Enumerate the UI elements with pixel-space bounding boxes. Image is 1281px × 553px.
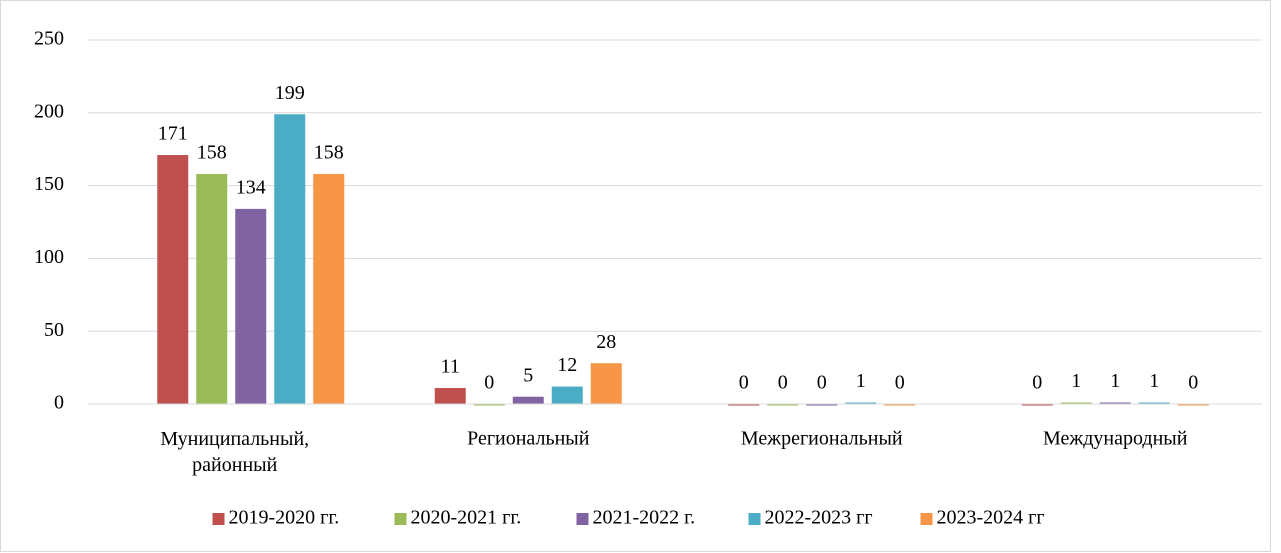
bar <box>1138 402 1170 405</box>
data-label: 0 <box>895 372 905 394</box>
data-label: 1 <box>1071 370 1081 392</box>
x-tick-label: Межрегиональный <box>741 428 903 450</box>
bar <box>551 386 583 404</box>
bar <box>767 404 799 406</box>
data-label: 0 <box>739 372 749 394</box>
data-label: 5 <box>523 364 533 386</box>
x-tick-label: Муниципальный, районный <box>160 428 309 476</box>
data-label: 0 <box>484 372 494 394</box>
legend-label: 2023-2024 гг <box>937 507 1045 529</box>
legend-swatch <box>920 513 933 525</box>
x-tick-label-line: районный <box>192 454 277 476</box>
bar <box>434 387 466 404</box>
y-tick-label: 150 <box>34 173 64 195</box>
bar <box>1099 402 1131 405</box>
bar <box>590 363 622 404</box>
bar <box>806 404 838 406</box>
bar <box>845 402 877 405</box>
data-label: 1 <box>1149 370 1159 392</box>
bar <box>1021 404 1053 406</box>
bar <box>728 404 760 406</box>
y-tick-label: 200 <box>34 100 64 122</box>
bar <box>1060 402 1092 405</box>
data-label: 0 <box>778 372 788 394</box>
legend-label: 2022-2023 гг <box>765 507 873 529</box>
data-label: 0 <box>1188 372 1198 394</box>
data-label: 11 <box>441 356 460 378</box>
bar <box>235 208 267 404</box>
legend-swatch <box>212 513 225 525</box>
data-label: 134 <box>236 176 266 198</box>
x-tick-label: Региональный <box>467 428 590 450</box>
data-label: 0 <box>817 372 827 394</box>
x-tick-label-line: Муниципальный, <box>160 428 309 450</box>
bar <box>157 155 189 404</box>
legend-label: 2021-2022 г. <box>593 507 696 529</box>
bar <box>196 173 228 404</box>
legend-label: 2019-2020 гг. <box>229 507 340 529</box>
y-tick-label: 50 <box>44 319 64 341</box>
bar <box>473 404 505 406</box>
bar <box>1177 404 1209 406</box>
data-label: 0 <box>1032 372 1042 394</box>
data-label: 158 <box>197 142 227 164</box>
y-tick-label: 0 <box>54 392 64 414</box>
legend-swatch <box>576 513 589 525</box>
data-label: 171 <box>158 123 188 145</box>
data-label: 12 <box>557 354 577 376</box>
bar <box>274 114 306 405</box>
legend-label: 2020-2021 гг. <box>411 507 522 529</box>
data-label: 158 <box>314 142 344 164</box>
y-tick-label: 100 <box>34 246 64 268</box>
data-label: 199 <box>275 82 305 104</box>
data-label: 1 <box>1110 370 1120 392</box>
data-label: 28 <box>596 331 616 353</box>
bar <box>884 404 916 406</box>
bar <box>313 173 345 404</box>
y-tick-label: 250 <box>34 28 64 50</box>
legend-swatch <box>748 513 761 525</box>
bar <box>512 396 544 404</box>
legend-swatch <box>394 513 407 525</box>
x-tick-label: Международный <box>1043 428 1188 450</box>
data-label: 1 <box>856 370 866 392</box>
